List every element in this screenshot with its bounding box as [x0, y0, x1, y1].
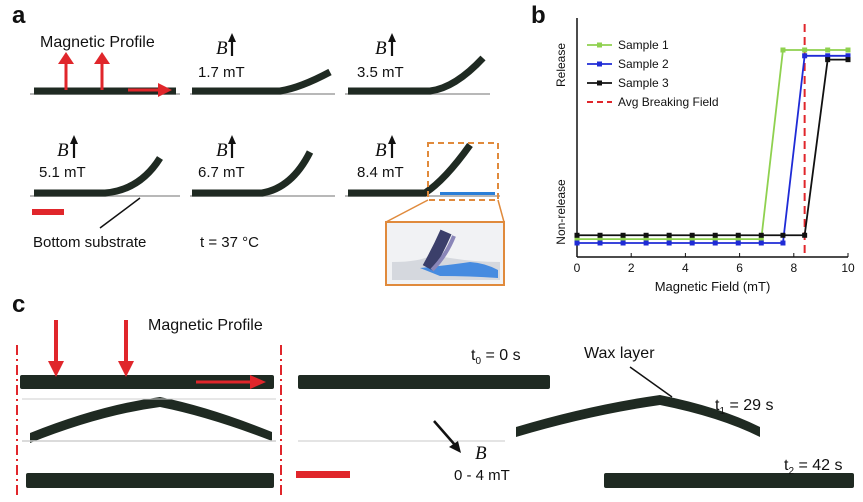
chart-axes: 0 2 4 6 8 10 Magnetic Field (mT) Release Non-rel… — [554, 18, 855, 294]
legend-label: Avg Breaking Field — [618, 95, 719, 109]
series-point-2 — [802, 53, 808, 59]
time-sub-0: 0 — [475, 356, 482, 368]
legend-marker — [597, 61, 602, 67]
series-point-3 — [574, 232, 580, 238]
series-point-1 — [712, 236, 718, 242]
series-point-2 — [597, 240, 603, 246]
legend-label: Sample 1 — [618, 38, 669, 52]
series-point-3 — [620, 232, 626, 238]
series-point-3 — [689, 232, 695, 238]
time-sub-2: 2 — [788, 466, 795, 478]
b-symbol-5: B — [375, 140, 387, 161]
x-tick-label: 2 — [628, 261, 635, 275]
magnetic-profile-label-c: Magnetic Profile — [148, 317, 263, 334]
series-point-2 — [845, 53, 851, 59]
series-point-3 — [802, 232, 808, 238]
time-val-1: = 29 s — [725, 397, 774, 414]
series-point-3 — [712, 232, 718, 238]
series-point-2 — [620, 240, 626, 246]
series-point-1 — [689, 236, 695, 242]
y-label-release: Release — [554, 43, 568, 87]
time-val-0: = 0 s — [481, 347, 521, 364]
time-sub-1: 1 — [719, 406, 726, 418]
series-point-1 — [643, 236, 649, 242]
panel-c-figure — [16, 320, 854, 495]
field-label-5: 8.4 mT — [357, 164, 404, 181]
y-label-non-release: Non-release — [554, 179, 568, 245]
x-tick-label: 4 — [682, 261, 689, 275]
series-point-1 — [825, 47, 831, 53]
series-point-3 — [758, 232, 764, 238]
panel-c-letter: c — [12, 291, 26, 318]
b-symbol-1: B — [216, 38, 228, 59]
x-axis-label: Magnetic Field (mT) — [655, 279, 771, 294]
field-label-1: 1.7 mT — [198, 64, 245, 81]
series-point-2 — [735, 240, 741, 246]
series-point-3 — [735, 232, 741, 238]
panel-a-letter: a — [12, 2, 26, 29]
time-sym-0: t — [471, 347, 476, 364]
series-point-2 — [825, 53, 831, 59]
wax-layer-label: Wax layer — [584, 345, 655, 362]
series-point-1 — [735, 236, 741, 242]
time-val-2: = 42 s — [794, 457, 843, 474]
time-label-0: t0 = 0 s — [471, 347, 521, 367]
release-chart: 0 2 4 6 8 10 Magnetic Field (mT) Release Non-rel… — [554, 18, 855, 294]
b-symbol-3: B — [57, 140, 69, 161]
series-point-1 — [574, 236, 580, 242]
series-point-2 — [780, 240, 786, 246]
series-point-2 — [574, 240, 580, 246]
series-point-3 — [780, 232, 786, 238]
time-label-2: t2 = 42 s — [784, 457, 843, 477]
legend-label: Sample 3 — [618, 76, 669, 90]
b-symbol-4: B — [216, 140, 228, 161]
field-label-4: 6.7 mT — [198, 164, 245, 181]
time-label-1: t1 = 29 s — [715, 397, 774, 417]
field-label-2: 3.5 mT — [357, 64, 404, 81]
legend-marker — [597, 42, 602, 48]
series-point-2 — [758, 240, 764, 246]
series-point-1 — [758, 236, 764, 242]
x-tick-label: 8 — [790, 261, 797, 275]
series-point-1 — [845, 47, 851, 53]
series-point-2 — [712, 240, 718, 246]
series-point-3 — [643, 232, 649, 238]
b-symbol-2: B — [375, 38, 387, 59]
chart-series — [574, 47, 851, 246]
series-point-3 — [845, 57, 851, 63]
series-point-2 — [643, 240, 649, 246]
time-sym-1: t — [715, 397, 720, 414]
time-sym-2: t — [784, 457, 789, 474]
series-point-1 — [666, 236, 672, 242]
panel-a-figure — [30, 33, 505, 286]
x-tick-label: 10 — [841, 261, 855, 275]
field-range-label: 0 - 4 mT — [454, 467, 510, 484]
x-tick-label: 0 — [574, 261, 581, 275]
legend-marker — [597, 80, 602, 86]
panel-b-letter: b — [531, 2, 546, 29]
series-point-3 — [825, 57, 831, 63]
series-point-3 — [666, 232, 672, 238]
series-point-1 — [620, 236, 626, 242]
chart-legend: Sample 1 Sample 2 Sample 3 Avg Breaking Fie… — [587, 38, 719, 109]
field-label-3: 5.1 mT — [39, 164, 86, 181]
series-point-1 — [597, 236, 603, 242]
series-point-2 — [689, 240, 695, 246]
legend-label: Sample 2 — [618, 57, 669, 71]
series-point-3 — [597, 232, 603, 238]
magnetic-profile-label-a: Magnetic Profile — [40, 34, 155, 51]
series-point-2 — [666, 240, 672, 246]
series-point-1 — [802, 47, 808, 53]
temperature-label: t = 37 °C — [200, 234, 259, 251]
series-point-1 — [780, 47, 786, 53]
b-symbol-c: B — [475, 443, 487, 464]
bottom-substrate-label: Bottom substrate — [33, 234, 147, 251]
x-tick-label: 6 — [736, 261, 743, 275]
